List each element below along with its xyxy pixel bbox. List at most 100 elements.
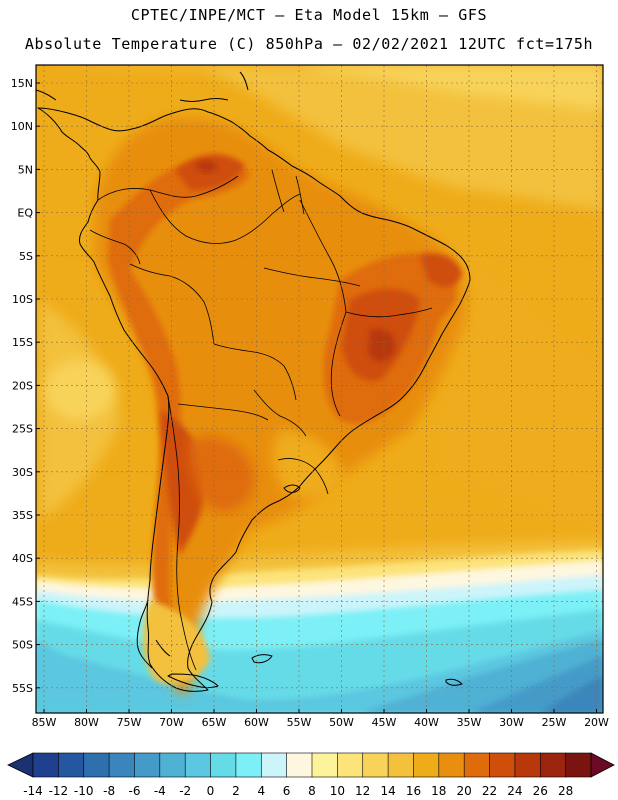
- lat-label: 35S: [12, 509, 33, 522]
- field-pacific-patch: [45, 360, 115, 420]
- colorbar-swatch: [235, 752, 262, 778]
- colorbar-label: 24: [507, 784, 522, 798]
- colorbar-label: -10: [74, 784, 94, 798]
- lon-label: 70W: [159, 716, 184, 729]
- tierra-del-fuego: [167, 673, 219, 688]
- border-chile-argentina: [167, 395, 197, 671]
- colorbar-arrow-high: [590, 752, 615, 778]
- colorbar-label: 8: [308, 784, 316, 798]
- colorbar-label: 10: [330, 784, 345, 798]
- country-borders: [89, 169, 433, 671]
- latitude-labels: 15N 10N 5N EQ 5S 10S 15S 20S 25S 30S 35S 40S 45S 50S 5…: [11, 77, 40, 695]
- border-argentina-bolivia: [177, 403, 269, 421]
- field-north-cooler: [300, 65, 603, 110]
- lat-label: 40S: [12, 552, 33, 565]
- lat-label: 10N: [11, 120, 33, 133]
- lon-label: 40W: [414, 716, 439, 729]
- title-line-2: Absolute Temperature (C) 850hPa – 02/02/…: [24, 35, 594, 53]
- colorbar-swatch: [362, 752, 389, 778]
- colorbar-label: -6: [129, 784, 141, 798]
- field-north-andes-24: [195, 160, 218, 173]
- colorbar-label: 16: [406, 784, 421, 798]
- colorbar-swatch: [184, 752, 212, 778]
- colorbar-swatch: [413, 752, 440, 778]
- field-north-cool: [36, 65, 603, 210]
- colorbar-swatch: [337, 752, 364, 778]
- colorbar-swatch: [58, 752, 85, 778]
- field-andes-20: [108, 159, 250, 660]
- lon-label: 65W: [202, 716, 227, 729]
- colorbar-swatch: [286, 752, 313, 778]
- border-guianas: [271, 169, 305, 215]
- lon-label: 85W: [32, 716, 57, 729]
- colorbar-label: 20: [457, 784, 472, 798]
- colorbar-swatch: [565, 752, 592, 778]
- colorbar-label: 22: [482, 784, 497, 798]
- colorbar-swatch: [108, 752, 136, 778]
- colorbar-swatch: [210, 752, 237, 778]
- field-argentina-20: [189, 436, 255, 512]
- lat-label: 10S: [12, 293, 33, 306]
- colorbar-label: -12: [49, 784, 69, 798]
- colorbar-label: -4: [154, 784, 166, 798]
- lon-label: 50W: [329, 716, 354, 729]
- lat-label: 5S: [19, 250, 33, 263]
- field-northeast-22: [420, 253, 462, 287]
- lat-label: 45S: [12, 595, 33, 608]
- lon-label: 45W: [372, 716, 397, 729]
- colorbar-label: 14: [380, 784, 395, 798]
- colorbar-swatch: [311, 752, 338, 778]
- field-brazil-24: [368, 328, 396, 362]
- border-uruguay: [277, 458, 329, 495]
- colorbar-label: 4: [257, 784, 265, 798]
- border-brazil-states: [263, 199, 433, 417]
- colorbar-label: -2: [179, 784, 191, 798]
- border-colombia-venezuela: [97, 175, 239, 201]
- colorbar-label: 26: [533, 784, 548, 798]
- lon-label: 80W: [74, 716, 99, 729]
- longitude-labels: 85W 80W 75W 70W 65W 60W 55W 50W 45W 40W 35W 30W 25W 2…: [32, 709, 609, 729]
- colorbar-swatch: [489, 752, 516, 778]
- lat-label: 30S: [12, 466, 33, 479]
- colorbar-label: -8: [103, 784, 115, 798]
- border-peru-brazil: [129, 263, 215, 345]
- temperature-field: [36, 65, 603, 713]
- colorbar-swatch: [134, 752, 161, 778]
- field-continent-18: [95, 116, 467, 695]
- colorbar-swatch: [83, 752, 110, 778]
- border-paraguay: [253, 389, 307, 437]
- colorbar-swatch: [514, 752, 541, 778]
- lat-label: 15N: [11, 77, 33, 90]
- colorbar-label: 2: [232, 784, 240, 798]
- colorbar-label: 18: [431, 784, 446, 798]
- lon-label: 25W: [542, 716, 567, 729]
- lon-label: 20W: [584, 716, 609, 729]
- colorbar-label: -14: [23, 784, 43, 798]
- caribbean-coast: [35, 71, 249, 102]
- colorbar-labels: -14 -12 -10 -8 -6 -4 -2 0 2 4 6 8 10 12 14 16 18 20 22 24 26…: [23, 784, 573, 798]
- border-brazil-north: [149, 189, 301, 244]
- border-bolivia: [213, 343, 297, 401]
- colorbar-label: 12: [355, 784, 370, 798]
- colorbar-swatch: [159, 752, 186, 778]
- lagoon: [283, 484, 301, 493]
- lat-label: 15S: [12, 336, 33, 349]
- colorbar-arrow-low: [7, 752, 34, 778]
- lat-label: 20S: [12, 379, 33, 392]
- south-georgia: [445, 678, 463, 686]
- field-south-m8: [540, 675, 603, 713]
- colorbar-swatch: [32, 752, 59, 778]
- lat-label: 5N: [18, 163, 33, 176]
- colorbar-swatch: [463, 752, 491, 778]
- colorbar-swatch: [438, 752, 465, 778]
- plot-frame: [35, 64, 604, 714]
- colorbar-label: 0: [207, 784, 215, 798]
- colorbar-label: 28: [558, 784, 573, 798]
- lon-label: 35W: [457, 716, 482, 729]
- colorbar-swatch: [539, 752, 567, 778]
- field-atlantic-warm: [431, 230, 603, 540]
- colorbar-label: 6: [283, 784, 291, 798]
- falklands: [251, 654, 273, 664]
- lat-label: 50S: [12, 639, 33, 652]
